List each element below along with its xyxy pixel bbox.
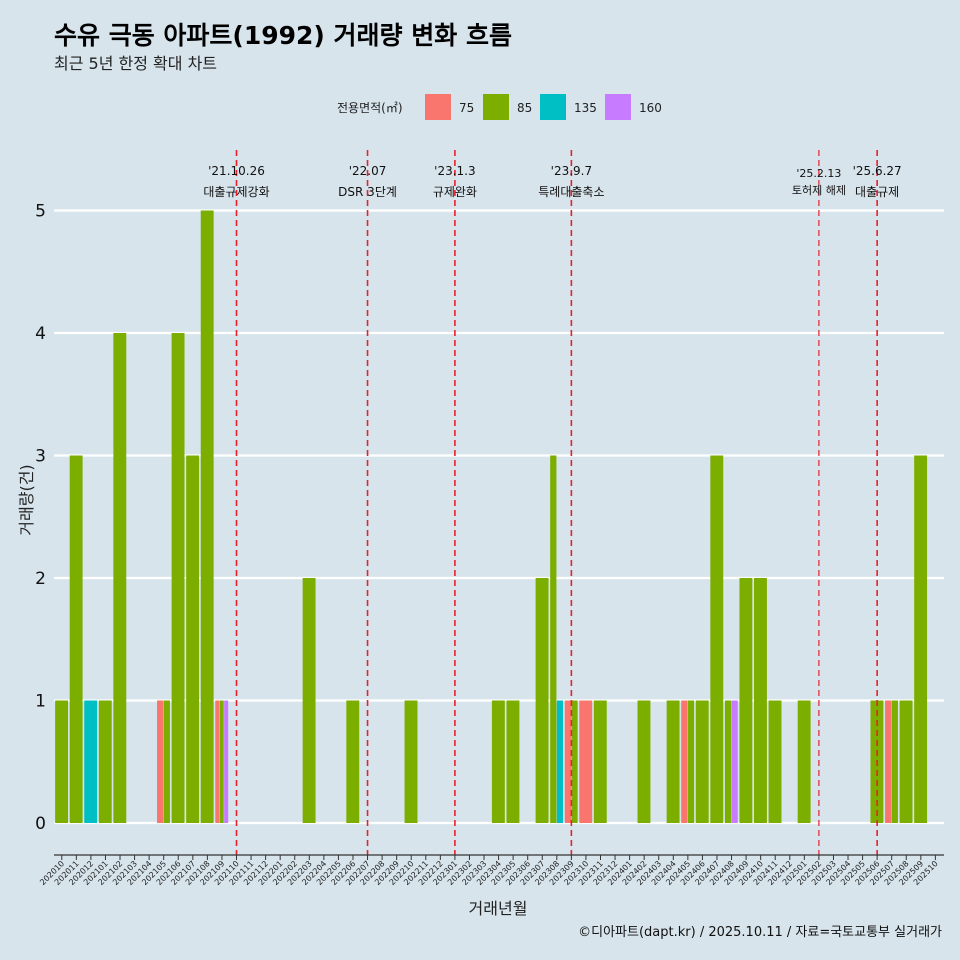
bar-202501-85 (797, 700, 811, 823)
bar-202408-160 (731, 700, 738, 823)
bar-202109-75 (215, 700, 220, 823)
bar-202210-85 (404, 700, 418, 823)
bar-202406-85 (695, 700, 709, 823)
bar-202507-75 (885, 700, 892, 823)
y-tick-label-3: 3 (35, 447, 46, 467)
bar-202409-85 (739, 578, 753, 823)
legend-swatch-160 (605, 94, 631, 120)
legend-label-85: 85 (517, 101, 532, 115)
bar-202010-85 (55, 700, 69, 823)
bar-202105-75 (157, 700, 164, 823)
bar-202307-85 (535, 578, 549, 823)
y-axis: 0 1 2 3 4 5 (35, 202, 46, 835)
event-date-3: '23.9.7 (551, 164, 592, 178)
bar-202311-85 (593, 700, 607, 823)
event-label-5: 대출규제 (855, 185, 899, 199)
event-label-1: DSR 3단계 (338, 185, 397, 199)
bar-202106-85 (171, 333, 185, 823)
bar-202508-85 (899, 700, 913, 823)
bar-202308-85 (550, 455, 557, 823)
event-label-3: 특례대출축소 (538, 185, 604, 199)
bar-202507-85 (891, 700, 898, 823)
y-tick-label-5: 5 (35, 202, 46, 222)
legend: 전용면적(㎡) 75 85 135 160 (337, 94, 662, 120)
bar-202411-85 (768, 700, 782, 823)
bar-202404-85 (666, 700, 680, 823)
bar-202304-85 (491, 700, 505, 823)
bar-202108-85 (200, 210, 214, 823)
bar-202105-85 (163, 700, 170, 823)
bar-202309-85 (571, 700, 578, 823)
x-axis-title: 거래년월 (469, 899, 528, 918)
event-date-4: '25.2.13 (796, 167, 841, 180)
caption: ©디아파트(dapt.kr) / 2025.10.11 / 자료=국토교통부 실… (578, 925, 942, 940)
y-tick-label-1: 1 (35, 692, 46, 712)
event-date-0: '21.10.26 (208, 164, 265, 178)
bar-202405-75 (681, 700, 688, 823)
bar-202407-85 (710, 455, 724, 823)
y-tick-label-2: 2 (35, 569, 46, 589)
bar-202107-85 (186, 455, 200, 823)
event-date-5: '25.6.27 (853, 164, 902, 178)
bar-202102-85 (113, 333, 127, 823)
legend-title: 전용면적(㎡) (337, 101, 403, 115)
bar-202308-135 (556, 700, 564, 823)
legend-label-160: 160 (639, 101, 662, 115)
bar-202012-135 (84, 700, 98, 823)
bar-202410-85 (754, 578, 767, 823)
bar-202408-85 (724, 700, 732, 823)
bar-202402-85 (637, 700, 651, 823)
event-label-2: 규제완화 (433, 185, 477, 199)
bar-202011-85 (69, 455, 83, 823)
bar-202203-85 (302, 578, 316, 823)
event-lines: '21.10.26 대출규제강화 '22.07 DSR 3단계 '23.1.3 규제완화 '… (203, 150, 902, 855)
legend-label-75: 75 (459, 101, 474, 115)
bar-202509-85 (914, 455, 928, 823)
legend-swatch-135 (540, 94, 566, 120)
bar-202310-75 (579, 700, 593, 823)
legend-swatch-75 (425, 94, 451, 120)
bar-202305-85 (506, 700, 520, 823)
y-tick-label-4: 4 (35, 324, 46, 344)
bar-202109-85 (219, 700, 224, 823)
bars (55, 210, 928, 823)
event-label-4: 토허제 해제 (792, 183, 846, 197)
event-label-0: 대출규제강화 (203, 185, 269, 199)
bar-202405-85 (687, 700, 695, 823)
y-tick-label-0: 0 (35, 814, 46, 834)
chart-title: 수유 극동 아파트(1992) 거래량 변화 흐름 (54, 21, 512, 50)
bar-202206-85 (346, 700, 360, 823)
event-date-2: '23.1.3 (434, 164, 475, 178)
event-date-1: '22.07 (349, 164, 387, 178)
bar-202309-75 (564, 700, 571, 823)
bar-202109-160 (224, 700, 229, 823)
chart-subtitle: 최근 5년 한정 확대 차트 (54, 54, 217, 73)
legend-swatch-85 (483, 94, 509, 120)
bar-202101-85 (98, 700, 112, 823)
legend-label-135: 135 (574, 101, 597, 115)
y-axis-title: 거래량(건) (17, 464, 36, 535)
